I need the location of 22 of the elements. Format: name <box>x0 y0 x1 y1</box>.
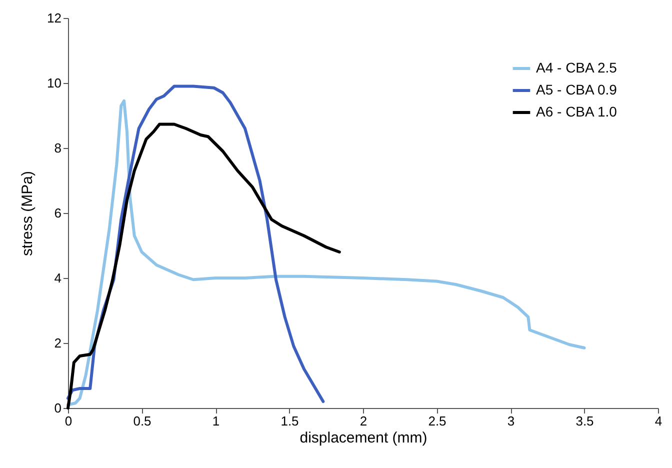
y-axis-title: stress (MPa) <box>19 170 36 256</box>
x-tick-label: 2.5 <box>428 414 446 428</box>
legend-label: A5 - CBA 0.9 <box>536 82 618 98</box>
x-tick-label: 1 <box>212 414 220 428</box>
x-tick-label: 2 <box>360 414 368 428</box>
x-tick-label: 3 <box>507 414 515 428</box>
x-tick-label: 0 <box>64 414 72 428</box>
x-tick-label: 3.5 <box>576 414 594 428</box>
legend-label: A6 - CBA 1.0 <box>536 104 618 120</box>
x-tick-label: 4 <box>654 414 662 428</box>
y-tick-label: 4 <box>54 270 62 286</box>
x-tick-label: 1.5 <box>280 414 299 428</box>
y-tick-label: 6 <box>54 206 62 220</box>
y-tick-label: 0 <box>54 400 62 416</box>
x-axis-title: displacement (mm) <box>300 430 428 446</box>
line-series <box>66 122 341 410</box>
x-tick-label: 0.5 <box>133 414 152 428</box>
legend-label: A4 - CBA 2.5 <box>536 60 618 76</box>
y-tick-label: 10 <box>47 76 62 90</box>
y-tick-label: 2 <box>54 336 62 350</box>
y-tick-label: 12 <box>47 10 62 26</box>
y-tick-label: 8 <box>54 140 62 156</box>
